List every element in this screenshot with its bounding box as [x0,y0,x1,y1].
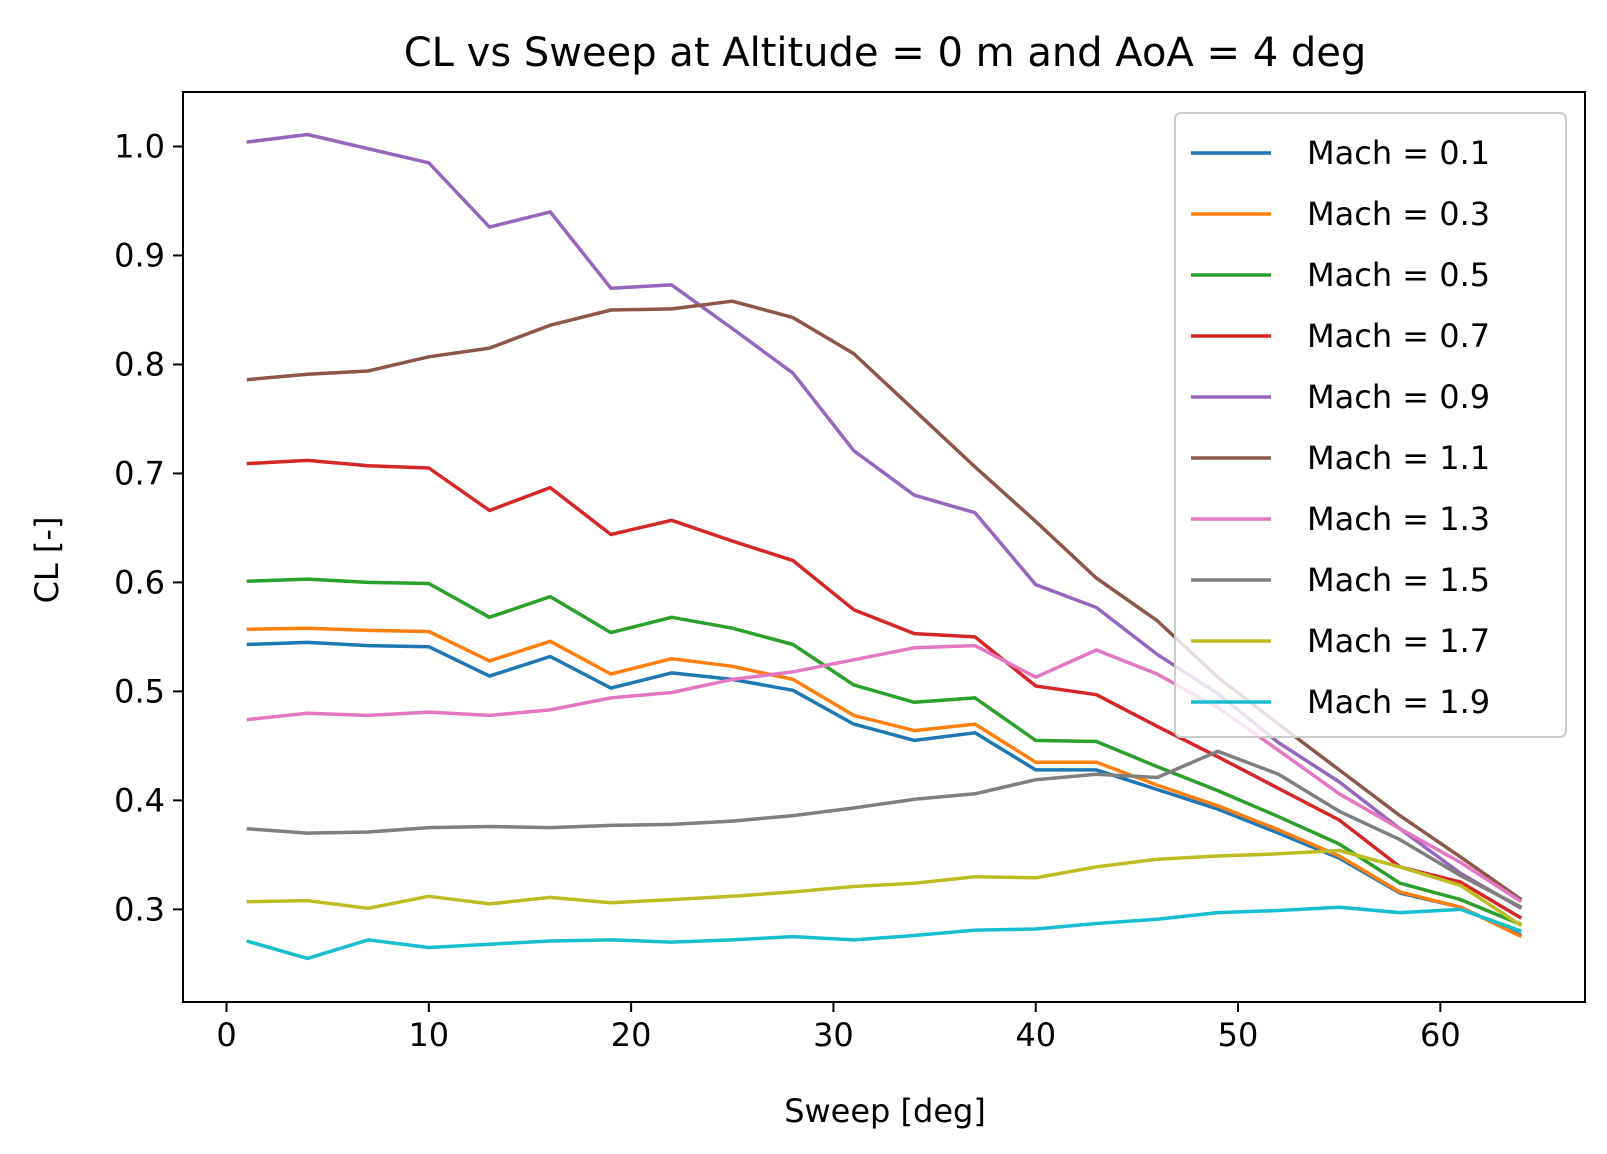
series-line-mach-0-9 [246,132,1523,910]
axes-frame [182,91,1586,1003]
y-tick-label: 0.5 [114,672,165,710]
y-tick-label: 0.4 [114,781,165,819]
series-line-mach-0-5 [246,577,1522,927]
legend-label-mach-0-3: Mach = 0.3 [1307,195,1490,233]
legend-label-mach-1-7: Mach = 1.7 [1307,622,1490,660]
series-line-mach-1-5 [246,749,1523,909]
x-tick-label: 20 [611,1016,652,1054]
y-tick-label: 0.7 [114,454,165,492]
legend-label-mach-1-9: Mach = 1.9 [1307,683,1490,721]
x-tick-label: 50 [1218,1016,1259,1054]
x-tick-label: 0 [216,1016,236,1054]
x-axis-label: Sweep [deg] [784,1092,986,1130]
legend-label-mach-1-1: Mach = 1.1 [1307,439,1490,477]
legend-label-mach-0-7: Mach = 0.7 [1307,317,1490,355]
series-line-mach-0-3 [246,626,1523,939]
x-tick-label: 60 [1420,1016,1461,1054]
legend: Mach = 0.1 Mach = 0.3 Mach = 0.5 Mach = 0.7… [1174,112,1567,738]
x-tick-label: 40 [1015,1016,1056,1054]
y-axis-label: CL [-] [28,517,66,604]
legend-label-mach-0-5: Mach = 0.5 [1307,256,1490,294]
y-tick-label: 0.3 [114,890,165,928]
legend-frame [1174,112,1567,738]
series-line-mach-0-1 [246,640,1523,938]
y-tick-label: 1.0 [114,127,165,165]
series-line-mach-1-1 [246,299,1523,902]
x-tick-label: 10 [408,1016,449,1054]
legend-label-mach-1-3: Mach = 1.3 [1307,500,1490,538]
series-line-mach-1-3 [246,643,1523,904]
legend-label-mach-0-9: Mach = 0.9 [1307,378,1490,416]
series-line-mach-1-7 [246,848,1523,928]
series-line-mach-1-9 [246,905,1522,961]
x-tick-label: 30 [813,1016,854,1054]
legend-label-mach-0-1: Mach = 0.1 [1307,134,1490,172]
x-axis-ticks: 0 10 20 30 40 50 60 [216,1002,1461,1054]
series-line-mach-0-7 [246,458,1523,920]
legend-label-mach-1-5: Mach = 1.5 [1307,561,1490,599]
chart-title: CL vs Sweep at Altitude = 0 m and AoA = … [404,30,1367,76]
y-tick-label: 0.8 [114,345,165,383]
y-tick-label: 0.6 [114,563,165,601]
y-axis-ticks: 0.3 0.4 0.5 0.6 0.7 0.8 0.9 1.0 [114,127,183,928]
plot-area [246,132,1523,961]
y-tick-label: 0.9 [114,236,165,274]
